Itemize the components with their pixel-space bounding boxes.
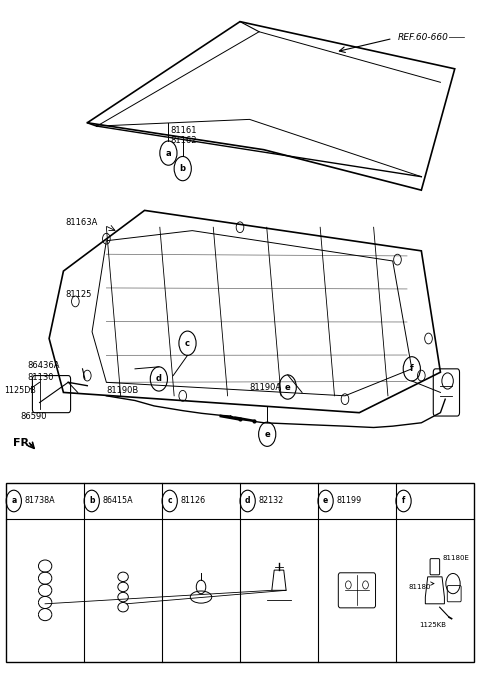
Text: e: e bbox=[323, 496, 328, 506]
Text: 81180E: 81180E bbox=[442, 555, 469, 561]
Text: 81738A: 81738A bbox=[24, 496, 55, 506]
Text: e: e bbox=[285, 383, 290, 391]
Text: 81162: 81162 bbox=[171, 137, 197, 146]
Text: 86415A: 86415A bbox=[102, 496, 133, 506]
Text: REF.60-660: REF.60-660 bbox=[397, 32, 448, 41]
Text: 81190B: 81190B bbox=[107, 386, 139, 395]
Text: 1125DB: 1125DB bbox=[4, 386, 36, 395]
Text: 86436A: 86436A bbox=[28, 361, 60, 370]
Text: FR.: FR. bbox=[13, 439, 34, 448]
Text: 81180: 81180 bbox=[408, 584, 431, 590]
Text: 82132: 82132 bbox=[258, 496, 283, 506]
Text: 81163A: 81163A bbox=[66, 218, 98, 227]
Text: 81161: 81161 bbox=[171, 127, 197, 135]
Text: f: f bbox=[402, 496, 405, 506]
Text: 1125KB: 1125KB bbox=[419, 622, 446, 628]
Text: c: c bbox=[168, 496, 172, 506]
Text: 81130: 81130 bbox=[28, 373, 54, 382]
Text: 81199: 81199 bbox=[336, 496, 361, 506]
Text: e: e bbox=[264, 430, 270, 439]
Text: 81125: 81125 bbox=[66, 290, 92, 299]
Text: 86590: 86590 bbox=[21, 412, 47, 420]
Text: b: b bbox=[180, 164, 186, 173]
Text: 81190A: 81190A bbox=[250, 383, 282, 392]
Text: 81126: 81126 bbox=[180, 496, 205, 506]
Text: a: a bbox=[166, 148, 171, 158]
Text: f: f bbox=[410, 364, 414, 373]
Text: d: d bbox=[156, 374, 162, 383]
Text: b: b bbox=[89, 496, 95, 506]
Text: c: c bbox=[185, 338, 190, 348]
Text: a: a bbox=[11, 496, 16, 506]
Text: d: d bbox=[245, 496, 251, 506]
